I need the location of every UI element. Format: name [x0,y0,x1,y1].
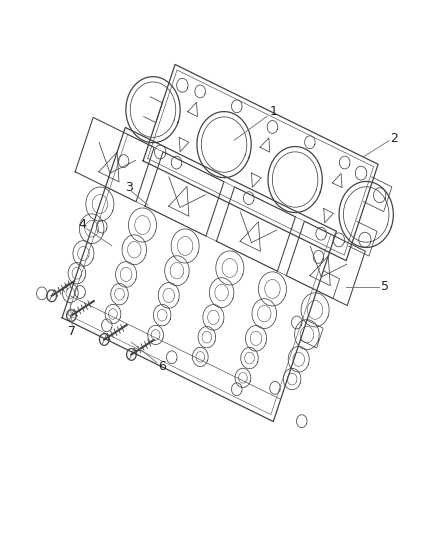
Text: 1: 1 [270,106,278,118]
Text: 7: 7 [68,325,76,338]
Text: 5: 5 [381,280,389,293]
Text: 6: 6 [158,360,166,373]
Text: 4: 4 [78,219,86,231]
Text: 3: 3 [125,181,133,194]
Text: 2: 2 [390,132,398,145]
